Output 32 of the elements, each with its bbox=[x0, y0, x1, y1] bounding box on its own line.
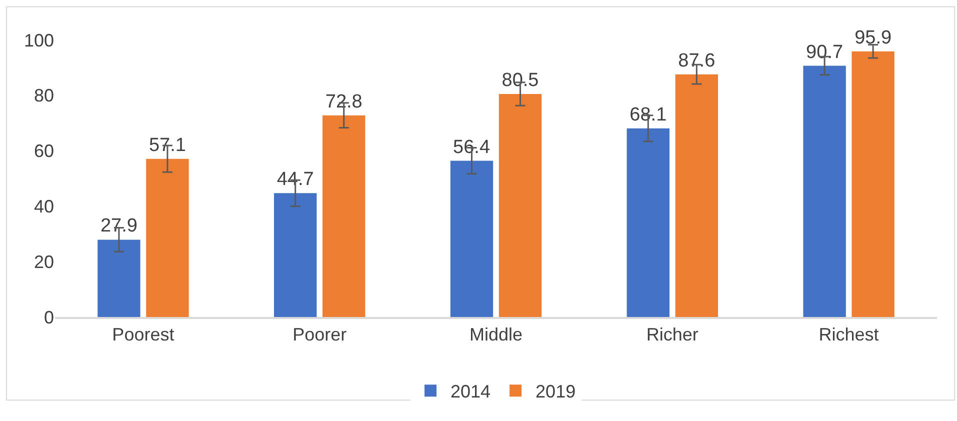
bar bbox=[98, 240, 140, 317]
bar bbox=[626, 128, 670, 317]
data-label: 87.6 bbox=[678, 50, 716, 72]
y-tick-label: 80 bbox=[34, 86, 54, 106]
bar bbox=[498, 94, 542, 317]
x-tick-label: Poorest bbox=[112, 324, 174, 344]
bar bbox=[675, 74, 718, 317]
x-tick-label: Richer bbox=[646, 324, 698, 344]
bar bbox=[146, 158, 189, 317]
data-label: 95.9 bbox=[854, 27, 892, 48]
data-label: 27.9 bbox=[100, 216, 138, 237]
y-tick-label: 20 bbox=[34, 252, 54, 272]
bar bbox=[803, 66, 846, 317]
legend-label: 2019 bbox=[536, 382, 576, 402]
data-label: 44.7 bbox=[276, 169, 314, 190]
data-label: 90.7 bbox=[806, 42, 844, 63]
y-tick-label: 60 bbox=[34, 141, 54, 162]
bar bbox=[274, 193, 317, 317]
data-label: 68.1 bbox=[630, 104, 667, 126]
x-tick-label: Middle bbox=[469, 324, 523, 344]
x-tick-label: Poorer bbox=[292, 324, 347, 344]
x-tick-label: Richest bbox=[818, 324, 879, 344]
data-label: 57.1 bbox=[148, 134, 186, 156]
data-label: 72.8 bbox=[325, 91, 362, 112]
y-tick-label: 100 bbox=[24, 30, 54, 50]
y-tick-label: 40 bbox=[34, 196, 54, 216]
bar bbox=[322, 115, 366, 317]
bar bbox=[450, 160, 494, 317]
y-tick-label: 0 bbox=[44, 307, 54, 328]
bar bbox=[852, 51, 894, 317]
legend-label: 2014 bbox=[450, 382, 491, 402]
data-label: 80.5 bbox=[502, 70, 539, 92]
